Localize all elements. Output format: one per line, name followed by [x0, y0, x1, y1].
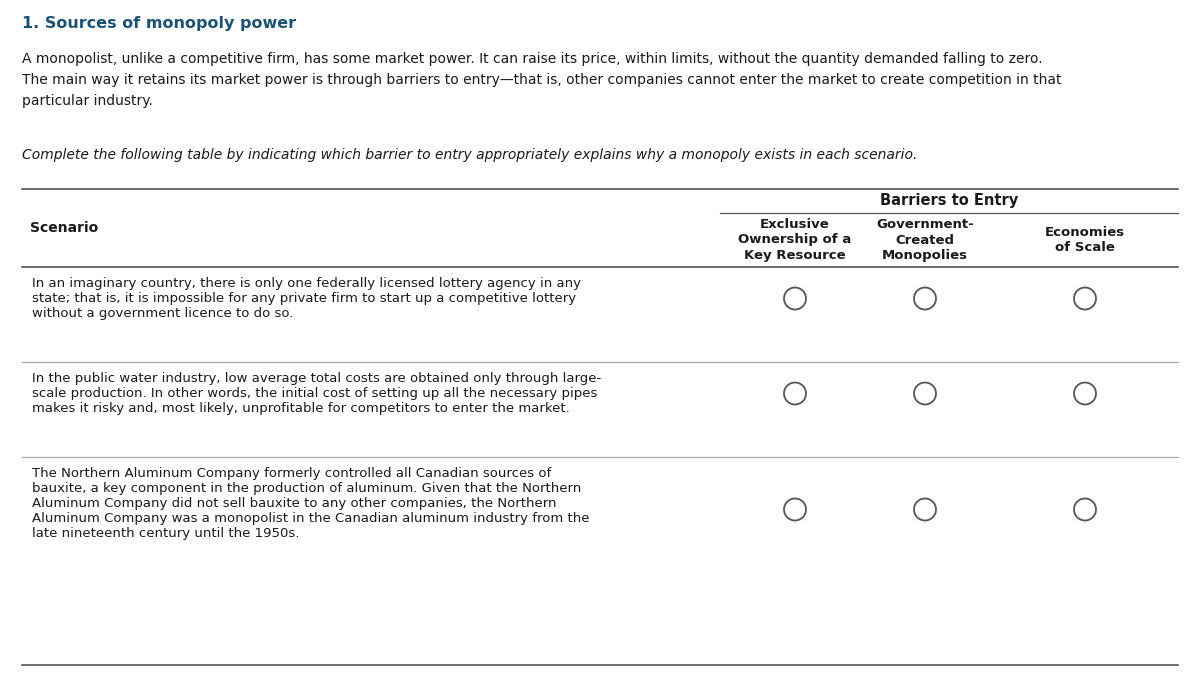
Text: particular industry.: particular industry. — [22, 94, 152, 108]
Text: Government-
Created
Monopolies: Government- Created Monopolies — [876, 218, 974, 262]
Text: The main way it retains its market power is through barriers to entry—that is, o: The main way it retains its market power… — [22, 73, 1062, 87]
Text: 1. Sources of monopoly power: 1. Sources of monopoly power — [22, 16, 296, 31]
Text: A monopolist, unlike a competitive firm, has some market power. It can raise its: A monopolist, unlike a competitive firm,… — [22, 52, 1043, 66]
Text: Exclusive
Ownership of a
Key Resource: Exclusive Ownership of a Key Resource — [738, 218, 852, 262]
Text: In an imaginary country, there is only one federally licensed lottery agency in : In an imaginary country, there is only o… — [32, 277, 581, 320]
Text: Complete the following table by indicating which barrier to entry appropriately : Complete the following table by indicati… — [22, 148, 917, 162]
Text: Barriers to Entry: Barriers to Entry — [880, 193, 1018, 208]
Text: Scenario: Scenario — [30, 221, 98, 235]
Text: In the public water industry, low average total costs are obtained only through : In the public water industry, low averag… — [32, 372, 601, 415]
Text: Economies
of Scale: Economies of Scale — [1045, 226, 1126, 254]
Text: The Northern Aluminum Company formerly controlled all Canadian sources of
bauxit: The Northern Aluminum Company formerly c… — [32, 467, 589, 540]
